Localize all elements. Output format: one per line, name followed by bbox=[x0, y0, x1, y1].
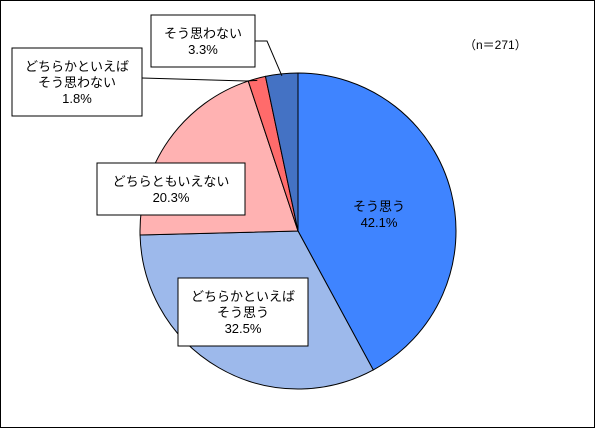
sample-size-note: （n＝271） bbox=[464, 38, 527, 52]
slice-value-label: 3.3% bbox=[188, 42, 218, 57]
data-label-box bbox=[11, 47, 143, 117]
slice-category-label: そう思わない bbox=[38, 75, 116, 90]
leader-line-sou-omowanai bbox=[255, 40, 283, 76]
pie-slice-sou-omou bbox=[297, 72, 457, 371]
leader-lines bbox=[141, 40, 283, 82]
leader-line-dochiraka-sou-omowanai bbox=[141, 77, 258, 82]
slice-category-label: そう思わない bbox=[164, 26, 242, 41]
data-label-box bbox=[96, 162, 246, 216]
slice-category-label: どちらともいえない bbox=[113, 174, 230, 189]
pie-slice-sou-omowanai bbox=[264, 72, 299, 232]
slice-value-label: 20.3% bbox=[153, 190, 190, 205]
slice-value-label: 1.8% bbox=[62, 91, 92, 106]
data-label-box bbox=[150, 14, 256, 68]
slice-value-label: 32.5% bbox=[225, 321, 262, 336]
data-label-box bbox=[177, 277, 309, 347]
data-labels: そう思う42.1%どちらかといえばそう思う32.5%どちらともいえない20.3%… bbox=[11, 14, 405, 347]
slice-category-label: そう思う bbox=[217, 305, 269, 320]
slice-value-label: 42.1% bbox=[361, 215, 398, 230]
slice-category-label: どちらかといえば bbox=[25, 59, 129, 74]
slice-category-label: どちらかといえば bbox=[191, 289, 295, 304]
slice-category-label: そう思う bbox=[353, 199, 405, 214]
